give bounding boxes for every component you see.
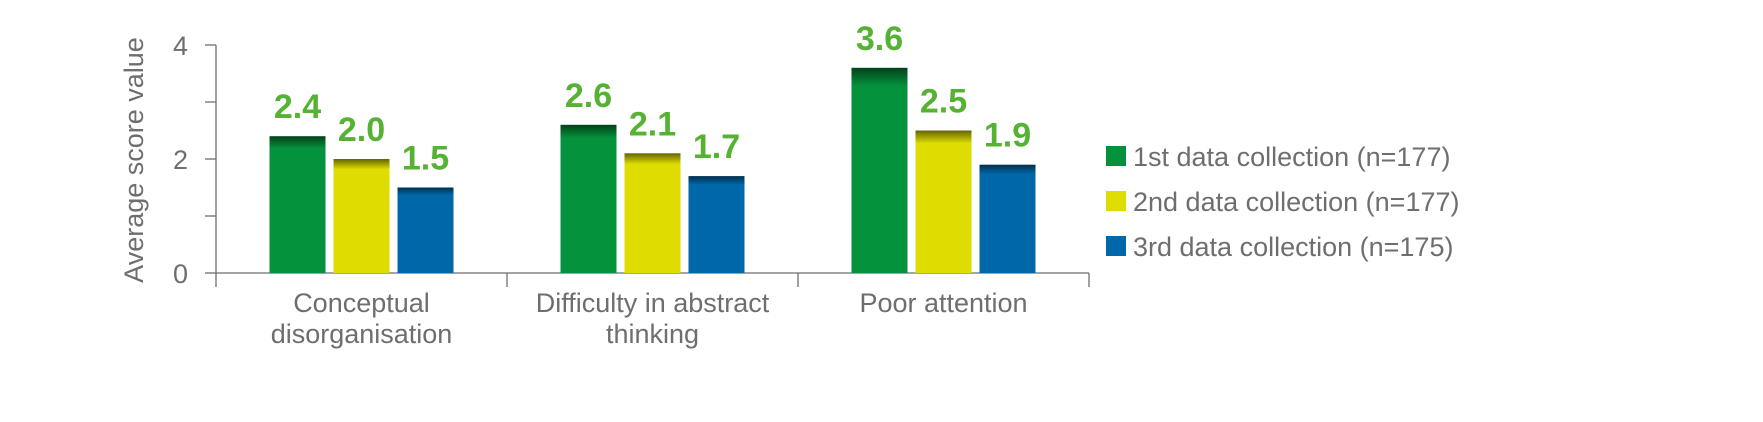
bar: [560, 124, 617, 273]
category-label: thinking: [606, 319, 699, 349]
legend-label: 2nd data collection (n=177): [1133, 187, 1459, 217]
category-label: Poor attention: [859, 288, 1027, 318]
bar: [397, 187, 454, 273]
legend-label: 1st data collection (n=177): [1133, 142, 1450, 172]
legend-swatch: [1106, 191, 1126, 211]
data-label: 2.0: [338, 111, 385, 149]
category-label: disorganisation: [271, 319, 453, 349]
data-label: 2.5: [920, 83, 967, 121]
bars: [269, 67, 1036, 273]
legend-label: 3rd data collection (n=175): [1133, 232, 1453, 262]
bar: [688, 176, 745, 273]
data-label: 1.9: [984, 117, 1031, 155]
legend-swatch: [1106, 146, 1126, 166]
y-tick-label: 0: [173, 259, 188, 289]
data-label: 2.4: [274, 88, 321, 126]
y-tick-label: 2: [173, 145, 188, 175]
y-axis-title: Average score value: [119, 37, 149, 283]
category-label: Difficulty in abstract: [536, 288, 770, 318]
bar: [915, 130, 972, 273]
bar: [624, 153, 681, 273]
data-label: 2.1: [629, 105, 676, 143]
data-label: 1.7: [693, 128, 740, 166]
legend: 1st data collection (n=177) 2nd data coll…: [1106, 142, 1459, 262]
bar: [269, 136, 326, 273]
category-label: Conceptual: [293, 288, 430, 318]
data-label: 3.6: [856, 20, 903, 58]
y-tick-label: 4: [173, 31, 188, 61]
data-label: 1.5: [402, 140, 449, 178]
bar: [333, 159, 390, 273]
legend-swatch: [1106, 236, 1126, 256]
bar: [979, 164, 1036, 273]
bar: [851, 67, 908, 273]
data-labels: 2.4 2.0 1.5 2.6 2.1 1.7 3.6 2.5 1.9: [274, 20, 1031, 178]
data-label: 2.6: [565, 77, 612, 115]
